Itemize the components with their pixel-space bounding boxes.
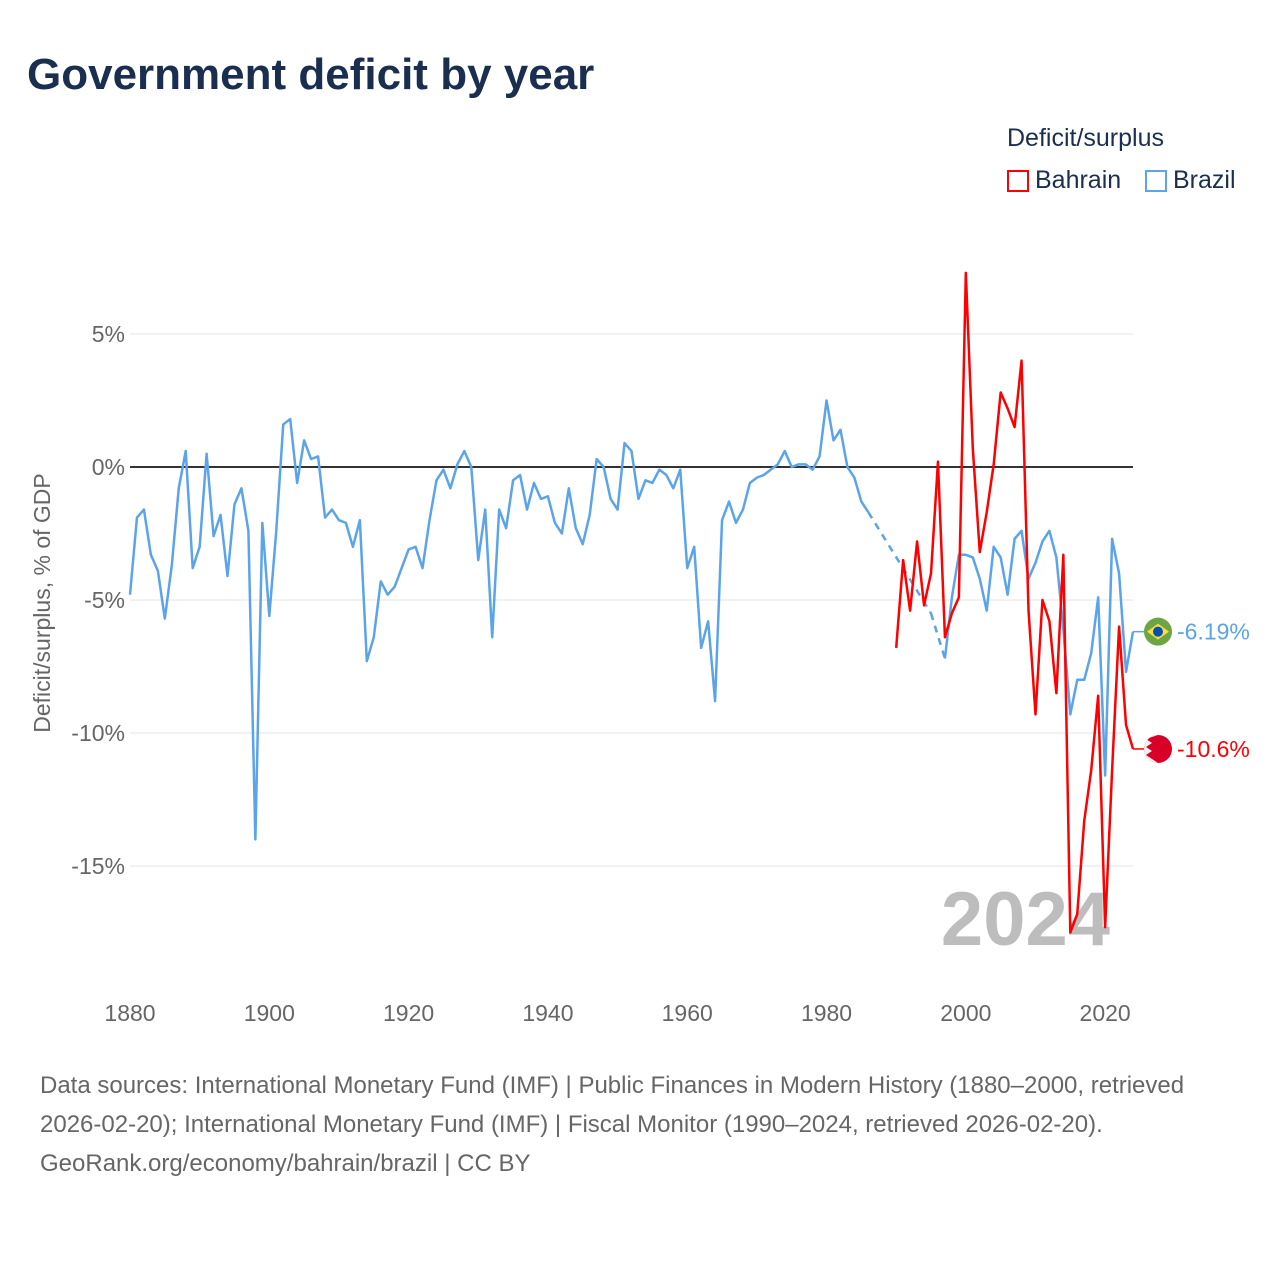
footer: Data sources: International Monetary Fun… — [40, 1066, 1240, 1183]
series-line-brazil — [128, 399, 870, 841]
legend-swatch-bahrain — [1007, 169, 1029, 192]
x-tick-label: 1900 — [244, 1000, 295, 1026]
end-value-label-brazil: -6.19% — [1177, 619, 1250, 645]
x-tick-label: 1940 — [522, 1000, 573, 1026]
legend-label-bahrain: Bahrain — [1035, 166, 1122, 194]
y-tick-label: -5% — [84, 587, 125, 613]
series-line-brazil — [943, 529, 1135, 777]
x-tick-label: 1960 — [662, 1000, 713, 1026]
series-gap-brazil — [867, 511, 933, 614]
data-sources: Data sources: International Monetary Fun… — [40, 1072, 1185, 1138]
x-tick-label: 1920 — [383, 1000, 434, 1026]
credit-link[interactable]: GeoRank.org/economy/bahrain/brazil | CC … — [40, 1150, 531, 1177]
flag-bahrain-icon — [1144, 734, 1172, 763]
flag-globe — [1153, 626, 1163, 637]
legend-title: Deficit/surplus — [1007, 124, 1164, 152]
page-title: Government deficit by year — [27, 50, 595, 99]
y-axis-label: Deficit/surplus, % of GDP — [29, 473, 55, 732]
legend-item-bahrain[interactable]: Bahrain — [1007, 166, 1121, 195]
legend-item-brazil[interactable]: Brazil — [1145, 166, 1236, 195]
y-tick-label: -10% — [71, 720, 125, 746]
flag-white-band — [1144, 734, 1158, 763]
x-tick-label: 1980 — [801, 1000, 852, 1026]
y-tick-label: -15% — [71, 853, 125, 879]
x-tick-label: 2020 — [1080, 1000, 1131, 1026]
line-chart: 5% 0% -5% -10% -15% 1880 1900 1920 1940 1960 1980 2… — [29, 271, 1250, 1026]
y-tick-label: 5% — [92, 321, 125, 347]
legend-swatch-brazil — [1145, 169, 1167, 192]
year-watermark: 2024 — [941, 877, 1110, 962]
legend-label-brazil: Brazil — [1173, 166, 1236, 194]
end-value-label-bahrain: -10.6% — [1177, 736, 1250, 762]
series-gap-brazil — [929, 612, 947, 659]
x-tick-label: 2000 — [940, 1000, 991, 1026]
x-tick-label: 1880 — [104, 1000, 155, 1026]
y-tick-label: 0% — [92, 454, 125, 480]
series-line-bahrain — [894, 271, 1135, 934]
